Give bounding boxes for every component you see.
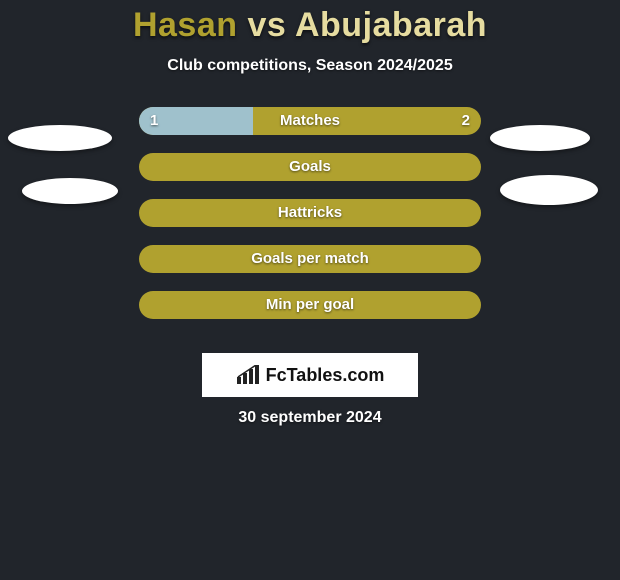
title-player2: Abujabarah xyxy=(295,6,487,44)
avatar-bubble xyxy=(22,178,118,204)
bar-track xyxy=(139,291,481,319)
bar-left xyxy=(139,107,253,135)
stat-row: Goals per match xyxy=(0,245,620,273)
date: 30 september 2024 xyxy=(0,409,620,427)
avatar-bubble xyxy=(490,125,590,151)
title: Hasan vs Abujabarah xyxy=(0,0,620,45)
bar-track xyxy=(139,153,481,181)
avatar-bubble xyxy=(500,175,598,205)
bar-track xyxy=(139,245,481,273)
bars-icon xyxy=(236,365,260,385)
bar-track xyxy=(139,199,481,227)
subtitle: Club competitions, Season 2024/2025 xyxy=(0,57,620,75)
stat-row: Min per goal xyxy=(0,291,620,319)
logo-card: FcTables.com xyxy=(202,353,418,397)
bar-track xyxy=(139,107,481,135)
title-vs: vs xyxy=(238,6,295,44)
logo-text: FcTables.com xyxy=(266,365,385,386)
title-player1: Hasan xyxy=(133,6,238,44)
avatar-bubble xyxy=(8,125,112,151)
